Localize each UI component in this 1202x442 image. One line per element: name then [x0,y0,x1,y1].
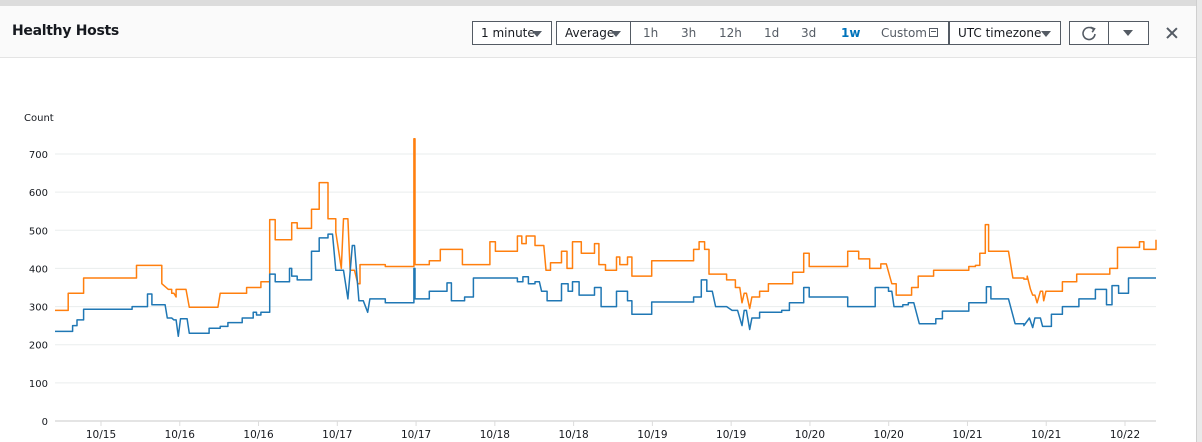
x-tick-label: 10/16 [243,429,274,441]
x-tick-label: 10/15 [86,429,116,441]
range-1w[interactable]: 1w [841,26,861,40]
caret-down-icon [1123,30,1133,36]
period-select-value: 1 minute [481,26,535,40]
y-tick-label: 200 [29,341,48,352]
page-scrollbar[interactable] [1196,0,1202,442]
y-tick-label: 600 [29,188,48,199]
x-tick-label: 10/18 [480,429,510,441]
chevron-down-icon [611,31,621,37]
x-tick-label: 10/20 [795,429,825,441]
chevron-down-icon [532,31,542,37]
y-tick-label: 300 [29,303,48,314]
chart-grid [55,153,1156,422]
range-1h[interactable]: 1h [643,26,659,40]
y-axis-label: Count [24,113,54,124]
actions-dropdown-button[interactable] [1108,21,1149,45]
x-tick-label: 10/16 [165,429,196,441]
statistic-select-value: Average [565,26,615,40]
close-icon[interactable] [1164,25,1180,41]
y-tick-label: 700 [29,150,48,161]
range-3d[interactable]: 3d [801,26,817,40]
time-range-group: 1h 3h 12h 1d 3d 1w Custom [630,21,949,45]
x-tick-label: 10/21 [1031,429,1061,441]
y-tick-label: 500 [29,226,48,237]
page-title: Healthy Hosts [12,23,119,39]
refresh-icon [1082,26,1096,41]
y-axis-ticks: 0 100 200 300 400 500 600 700 [29,150,48,428]
period-select[interactable]: 1 minute [472,21,552,45]
x-tick-label: 10/17 [401,429,431,441]
x-tick-label: 10/22 [1110,429,1140,441]
chart-series [55,137,1157,338]
background-service-bar [0,0,1202,6]
range-1d[interactable]: 1d [764,26,780,40]
x-tick-label: 10/18 [558,429,588,441]
y-tick-label: 400 [29,264,48,275]
range-3h[interactable]: 3h [681,26,697,40]
chevron-down-icon [1041,31,1051,37]
range-custom[interactable]: Custom [881,26,927,40]
x-axis-ticks: 10/15 10/16 10/16 10/17 10/17 10/18 10/18 10/19… [86,421,1140,441]
y-tick-label: 0 [42,417,48,428]
y-tick-label: 100 [29,379,48,390]
x-tick-label: 10/19 [637,429,667,441]
timezone-select[interactable]: UTC timezone [949,21,1061,45]
modal-header: Healthy Hosts 1 minute Average 1h 3h 12h… [0,6,1196,58]
series-line-blue[interactable] [55,233,1156,338]
refresh-button[interactable] [1069,21,1109,45]
statistic-select[interactable]: Average [556,21,631,45]
calendar-icon[interactable] [929,28,938,37]
x-tick-label: 10/17 [322,429,352,441]
timezone-select-value: UTC timezone [958,26,1042,40]
x-tick-label: 10/19 [716,429,746,441]
series-line-orange[interactable] [55,137,1157,312]
range-12h[interactable]: 12h [719,26,742,40]
x-tick-label: 10/21 [952,429,982,441]
x-tick-label: 10/20 [874,429,904,441]
